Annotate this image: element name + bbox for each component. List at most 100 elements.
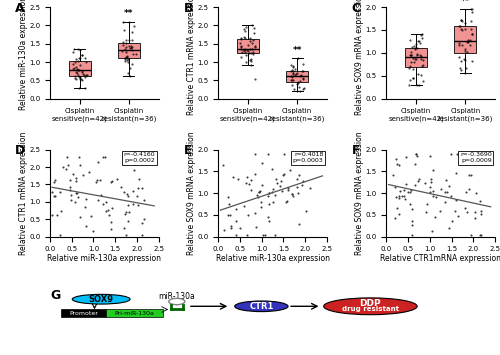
Point — [68, 192, 76, 198]
X-axis label: Relative miR-130a expression: Relative miR-130a expression — [48, 254, 162, 263]
Point — [134, 193, 141, 198]
FancyBboxPatch shape — [106, 310, 164, 317]
Point — [125, 37, 133, 43]
Point — [71, 200, 79, 205]
Point — [122, 44, 130, 50]
Point — [442, 177, 450, 182]
Point — [440, 200, 448, 205]
Point — [300, 68, 308, 74]
Point — [284, 187, 292, 193]
Point — [452, 171, 460, 176]
Point — [246, 38, 254, 44]
Point — [242, 52, 250, 58]
Text: drug resistant: drug resistant — [342, 306, 399, 312]
Point — [244, 48, 252, 54]
Point — [290, 77, 298, 83]
Point — [411, 182, 419, 188]
Point — [477, 208, 485, 214]
Point — [66, 184, 74, 190]
Point — [78, 52, 86, 58]
Point — [124, 56, 132, 61]
Point — [446, 225, 454, 230]
Point — [413, 154, 421, 159]
Point — [82, 72, 90, 78]
Point — [247, 178, 255, 183]
Point — [456, 23, 464, 29]
Point — [409, 75, 417, 81]
Point — [294, 190, 302, 196]
Point — [138, 185, 146, 191]
Point — [75, 74, 83, 80]
Point — [268, 186, 276, 191]
Point — [82, 55, 90, 61]
Point — [258, 182, 266, 187]
Point — [294, 84, 302, 90]
Point — [468, 31, 476, 36]
Point — [294, 55, 302, 61]
Point — [310, 159, 318, 164]
Point — [99, 154, 107, 159]
Point — [278, 189, 285, 194]
PathPatch shape — [454, 26, 476, 54]
Point — [414, 71, 422, 76]
Point — [402, 154, 410, 160]
Point — [410, 43, 418, 48]
Point — [287, 62, 295, 68]
Point — [74, 58, 82, 64]
Point — [76, 214, 84, 220]
Point — [252, 211, 260, 216]
Point — [455, 54, 463, 60]
Point — [458, 27, 466, 33]
Point — [78, 69, 86, 75]
Point — [82, 59, 90, 65]
Point — [66, 177, 74, 182]
Point — [78, 77, 86, 82]
Point — [68, 197, 76, 203]
Point — [264, 214, 272, 220]
Point — [476, 232, 484, 237]
Point — [408, 44, 416, 50]
Point — [240, 35, 248, 40]
Point — [128, 29, 136, 35]
Text: A: A — [16, 2, 25, 15]
Text: Pri-miR-130a: Pri-miR-130a — [114, 311, 154, 316]
Point — [241, 49, 249, 55]
Point — [240, 47, 248, 53]
Point — [395, 162, 403, 167]
Point — [118, 42, 126, 48]
Point — [86, 169, 94, 175]
Point — [127, 45, 135, 51]
Point — [412, 151, 420, 157]
Point — [80, 74, 88, 80]
Point — [259, 232, 267, 237]
Point — [72, 70, 80, 76]
Ellipse shape — [72, 294, 130, 304]
Point — [394, 206, 402, 211]
Point — [58, 164, 66, 170]
Point — [240, 203, 248, 208]
Text: CTR1: CTR1 — [249, 302, 274, 311]
Point — [291, 72, 299, 78]
Point — [104, 207, 112, 213]
Point — [250, 25, 258, 31]
Point — [447, 151, 455, 157]
Point — [418, 63, 426, 69]
Point — [126, 65, 134, 71]
Point — [72, 56, 80, 62]
Point — [247, 56, 255, 62]
Point — [247, 62, 255, 68]
Point — [276, 183, 284, 189]
Point — [240, 47, 248, 53]
Point — [130, 188, 138, 193]
Point — [427, 176, 435, 182]
Point — [126, 73, 134, 79]
Point — [280, 171, 288, 177]
Point — [414, 39, 422, 44]
Point — [426, 189, 434, 195]
Point — [123, 191, 131, 197]
Point — [124, 193, 132, 198]
Point — [250, 30, 258, 36]
Point — [138, 232, 146, 238]
Point — [288, 77, 296, 82]
Point — [96, 177, 104, 183]
